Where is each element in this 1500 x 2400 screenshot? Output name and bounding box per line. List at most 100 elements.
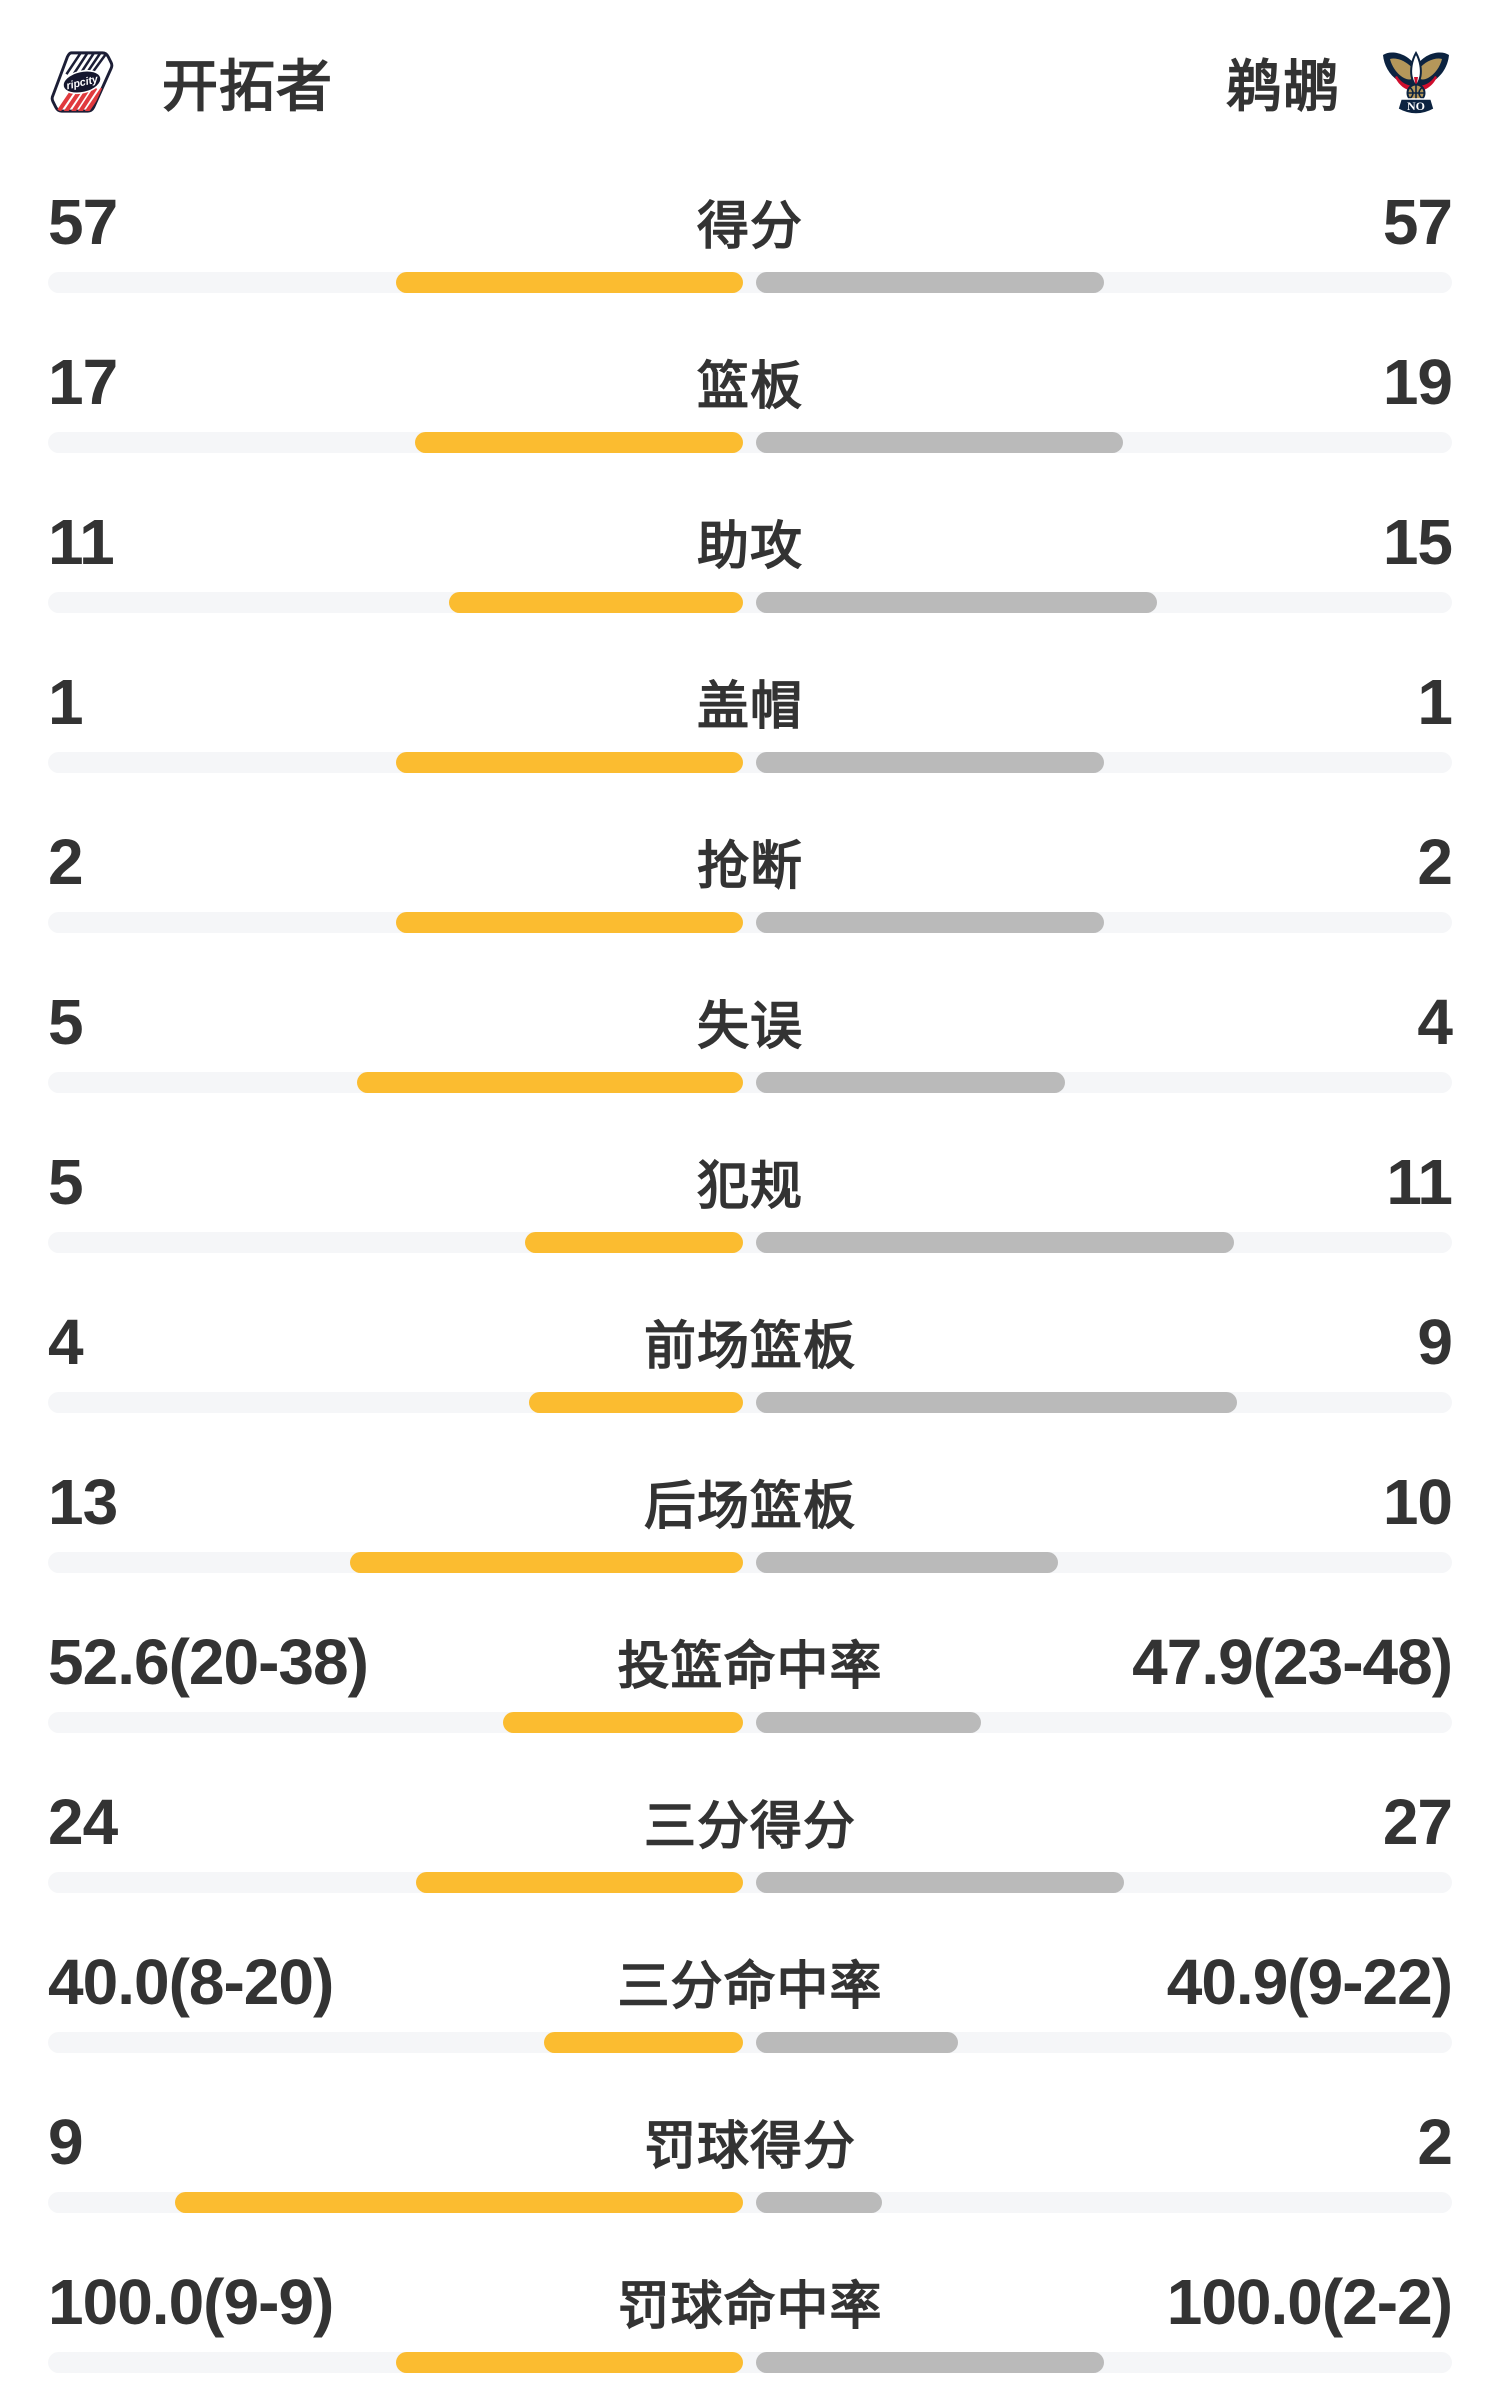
away-stat-value: 2 (1417, 826, 1453, 898)
away-stat-bar (756, 2192, 883, 2213)
home-stat-bar (415, 1872, 743, 1893)
home-stat-value: 100.0(9-9) (48, 2266, 334, 2338)
away-stat-bar (756, 592, 1157, 613)
home-stat-bar (503, 1712, 743, 1733)
stat-row: 57 得分 57 (0, 164, 1500, 324)
away-stat-bar (756, 2032, 958, 2053)
stat-text-line: 9 罚球得分 2 (48, 2106, 1453, 2178)
home-stat-value: 17 (48, 346, 118, 418)
stat-text-line: 57 得分 57 (48, 186, 1453, 258)
away-stat-value: 4 (1417, 986, 1453, 1058)
stat-row: 100.0(9-9) 罚球命中率 100.0(2-2) (0, 2244, 1500, 2400)
stat-text-line: 2 抢断 2 (48, 826, 1453, 898)
stat-row: 2 抢断 2 (0, 804, 1500, 964)
home-team-header: ripcity 开拓者 (48, 42, 333, 123)
away-team-name: 鹈鹕 (1226, 54, 1340, 118)
stat-row: 1 盖帽 1 (0, 644, 1500, 804)
stat-bar-track (48, 2192, 1452, 2213)
stat-bar-track (48, 1072, 1452, 1093)
stat-label: 助攻 (696, 518, 803, 576)
home-stat-value: 2 (48, 826, 84, 898)
away-stat-bar (756, 1392, 1237, 1413)
away-stat-value: 9 (1417, 1306, 1453, 1378)
stat-row: 24 三分得分 27 (0, 1764, 1500, 1924)
home-stat-value: 52.6(20-38) (48, 1626, 369, 1698)
stat-row: 52.6(20-38) 投篮命中率 47.9(23-48) (0, 1604, 1500, 1764)
stat-row: 11 助攻 15 (0, 484, 1500, 644)
away-stat-value: 47.9(23-48) (1132, 1626, 1453, 1698)
stat-label: 罚球命中率 (617, 2278, 883, 2336)
svg-text:NO: NO (1407, 99, 1425, 113)
stat-row: 40.0(8-20) 三分命中率 40.9(9-22) (0, 1924, 1500, 2084)
away-stat-value: 11 (1386, 1146, 1453, 1218)
home-stat-bar (449, 592, 743, 613)
away-stat-value: 2 (1417, 2106, 1453, 2178)
stat-row: 5 失误 4 (0, 964, 1500, 1124)
stat-label: 失误 (696, 998, 803, 1056)
home-stat-bar (525, 1232, 743, 1253)
home-stat-bar (395, 912, 743, 933)
away-stat-value: 15 (1382, 506, 1453, 578)
stat-bar-track (48, 592, 1452, 613)
stat-row: 13 后场篮板 10 (0, 1444, 1500, 1604)
home-stat-value: 5 (48, 1146, 84, 1218)
home-team-name: 开拓者 (162, 54, 333, 118)
away-stat-value: 10 (1382, 1466, 1453, 1538)
home-stat-bar (395, 272, 743, 293)
away-stat-bar (756, 432, 1123, 453)
away-stat-value: 40.9(9-22) (1166, 1946, 1453, 2018)
home-stat-value: 4 (48, 1306, 84, 1378)
blazers-ripcity-logo-icon: ripcity (50, 51, 114, 113)
stat-text-line: 24 三分得分 27 (48, 1786, 1453, 1858)
home-stat-bar (544, 2032, 743, 2053)
stat-label: 犯规 (696, 1158, 803, 1216)
away-stat-value: 27 (1382, 1786, 1453, 1858)
home-stat-bar (528, 1392, 743, 1413)
home-stat-value: 1 (48, 666, 84, 738)
stats-list: 57 得分 57 17 篮板 19 11 助攻 15 (0, 164, 1500, 2400)
stat-text-line: 100.0(9-9) 罚球命中率 100.0(2-2) (48, 2266, 1453, 2338)
away-stat-value: 19 (1382, 346, 1453, 418)
stat-row: 4 前场篮板 9 (0, 1284, 1500, 1444)
away-stat-bar (756, 1552, 1059, 1573)
stat-label: 后场篮板 (643, 1478, 856, 1536)
stat-row: 5 犯规 11 (0, 1124, 1500, 1284)
stat-bar-track (48, 1392, 1452, 1413)
home-stat-bar (356, 1072, 743, 1093)
stat-row: 9 罚球得分 2 (0, 2084, 1500, 2244)
home-stat-bar (174, 2192, 743, 2213)
home-stat-bar (350, 1552, 743, 1573)
home-stat-value: 57 (48, 186, 118, 258)
away-team-header: 鹈鹕 NO (1226, 42, 1452, 123)
away-stat-value: 57 (1382, 186, 1453, 258)
home-stat-value: 13 (48, 1466, 118, 1538)
stat-label: 三分命中率 (617, 1958, 883, 2016)
away-stat-bar (756, 1072, 1065, 1093)
stat-bar-track (48, 2032, 1452, 2053)
stat-text-line: 13 后场篮板 10 (48, 1466, 1453, 1538)
stat-text-line: 5 犯规 11 (48, 1146, 1453, 1218)
home-stat-bar (414, 432, 743, 453)
away-stat-bar (756, 272, 1104, 293)
away-stat-bar (756, 1232, 1235, 1253)
stat-text-line: 17 篮板 19 (48, 346, 1453, 418)
pelicans-no-logo-icon: NO (1383, 50, 1449, 115)
stat-label: 前场篮板 (643, 1318, 856, 1376)
stat-text-line: 1 盖帽 1 (48, 666, 1453, 738)
away-stat-value: 1 (1417, 666, 1453, 738)
away-stat-bar (756, 1712, 982, 1733)
away-stat-bar (756, 752, 1104, 773)
stat-bar-track (48, 1712, 1452, 1733)
stat-label: 投篮命中率 (617, 1638, 883, 1696)
home-stat-bar (395, 2352, 743, 2373)
stat-label: 三分得分 (643, 1798, 856, 1856)
home-stat-value: 24 (48, 1786, 118, 1858)
home-stat-value: 11 (48, 506, 115, 578)
stat-bar-track (48, 1232, 1452, 1253)
stat-text-line: 52.6(20-38) 投篮命中率 47.9(23-48) (48, 1626, 1453, 1698)
away-stat-bar (756, 2352, 1104, 2373)
stat-bar-track (48, 752, 1452, 773)
stat-label: 罚球得分 (643, 2118, 856, 2176)
stat-text-line: 40.0(8-20) 三分命中率 40.9(9-22) (48, 1946, 1453, 2018)
